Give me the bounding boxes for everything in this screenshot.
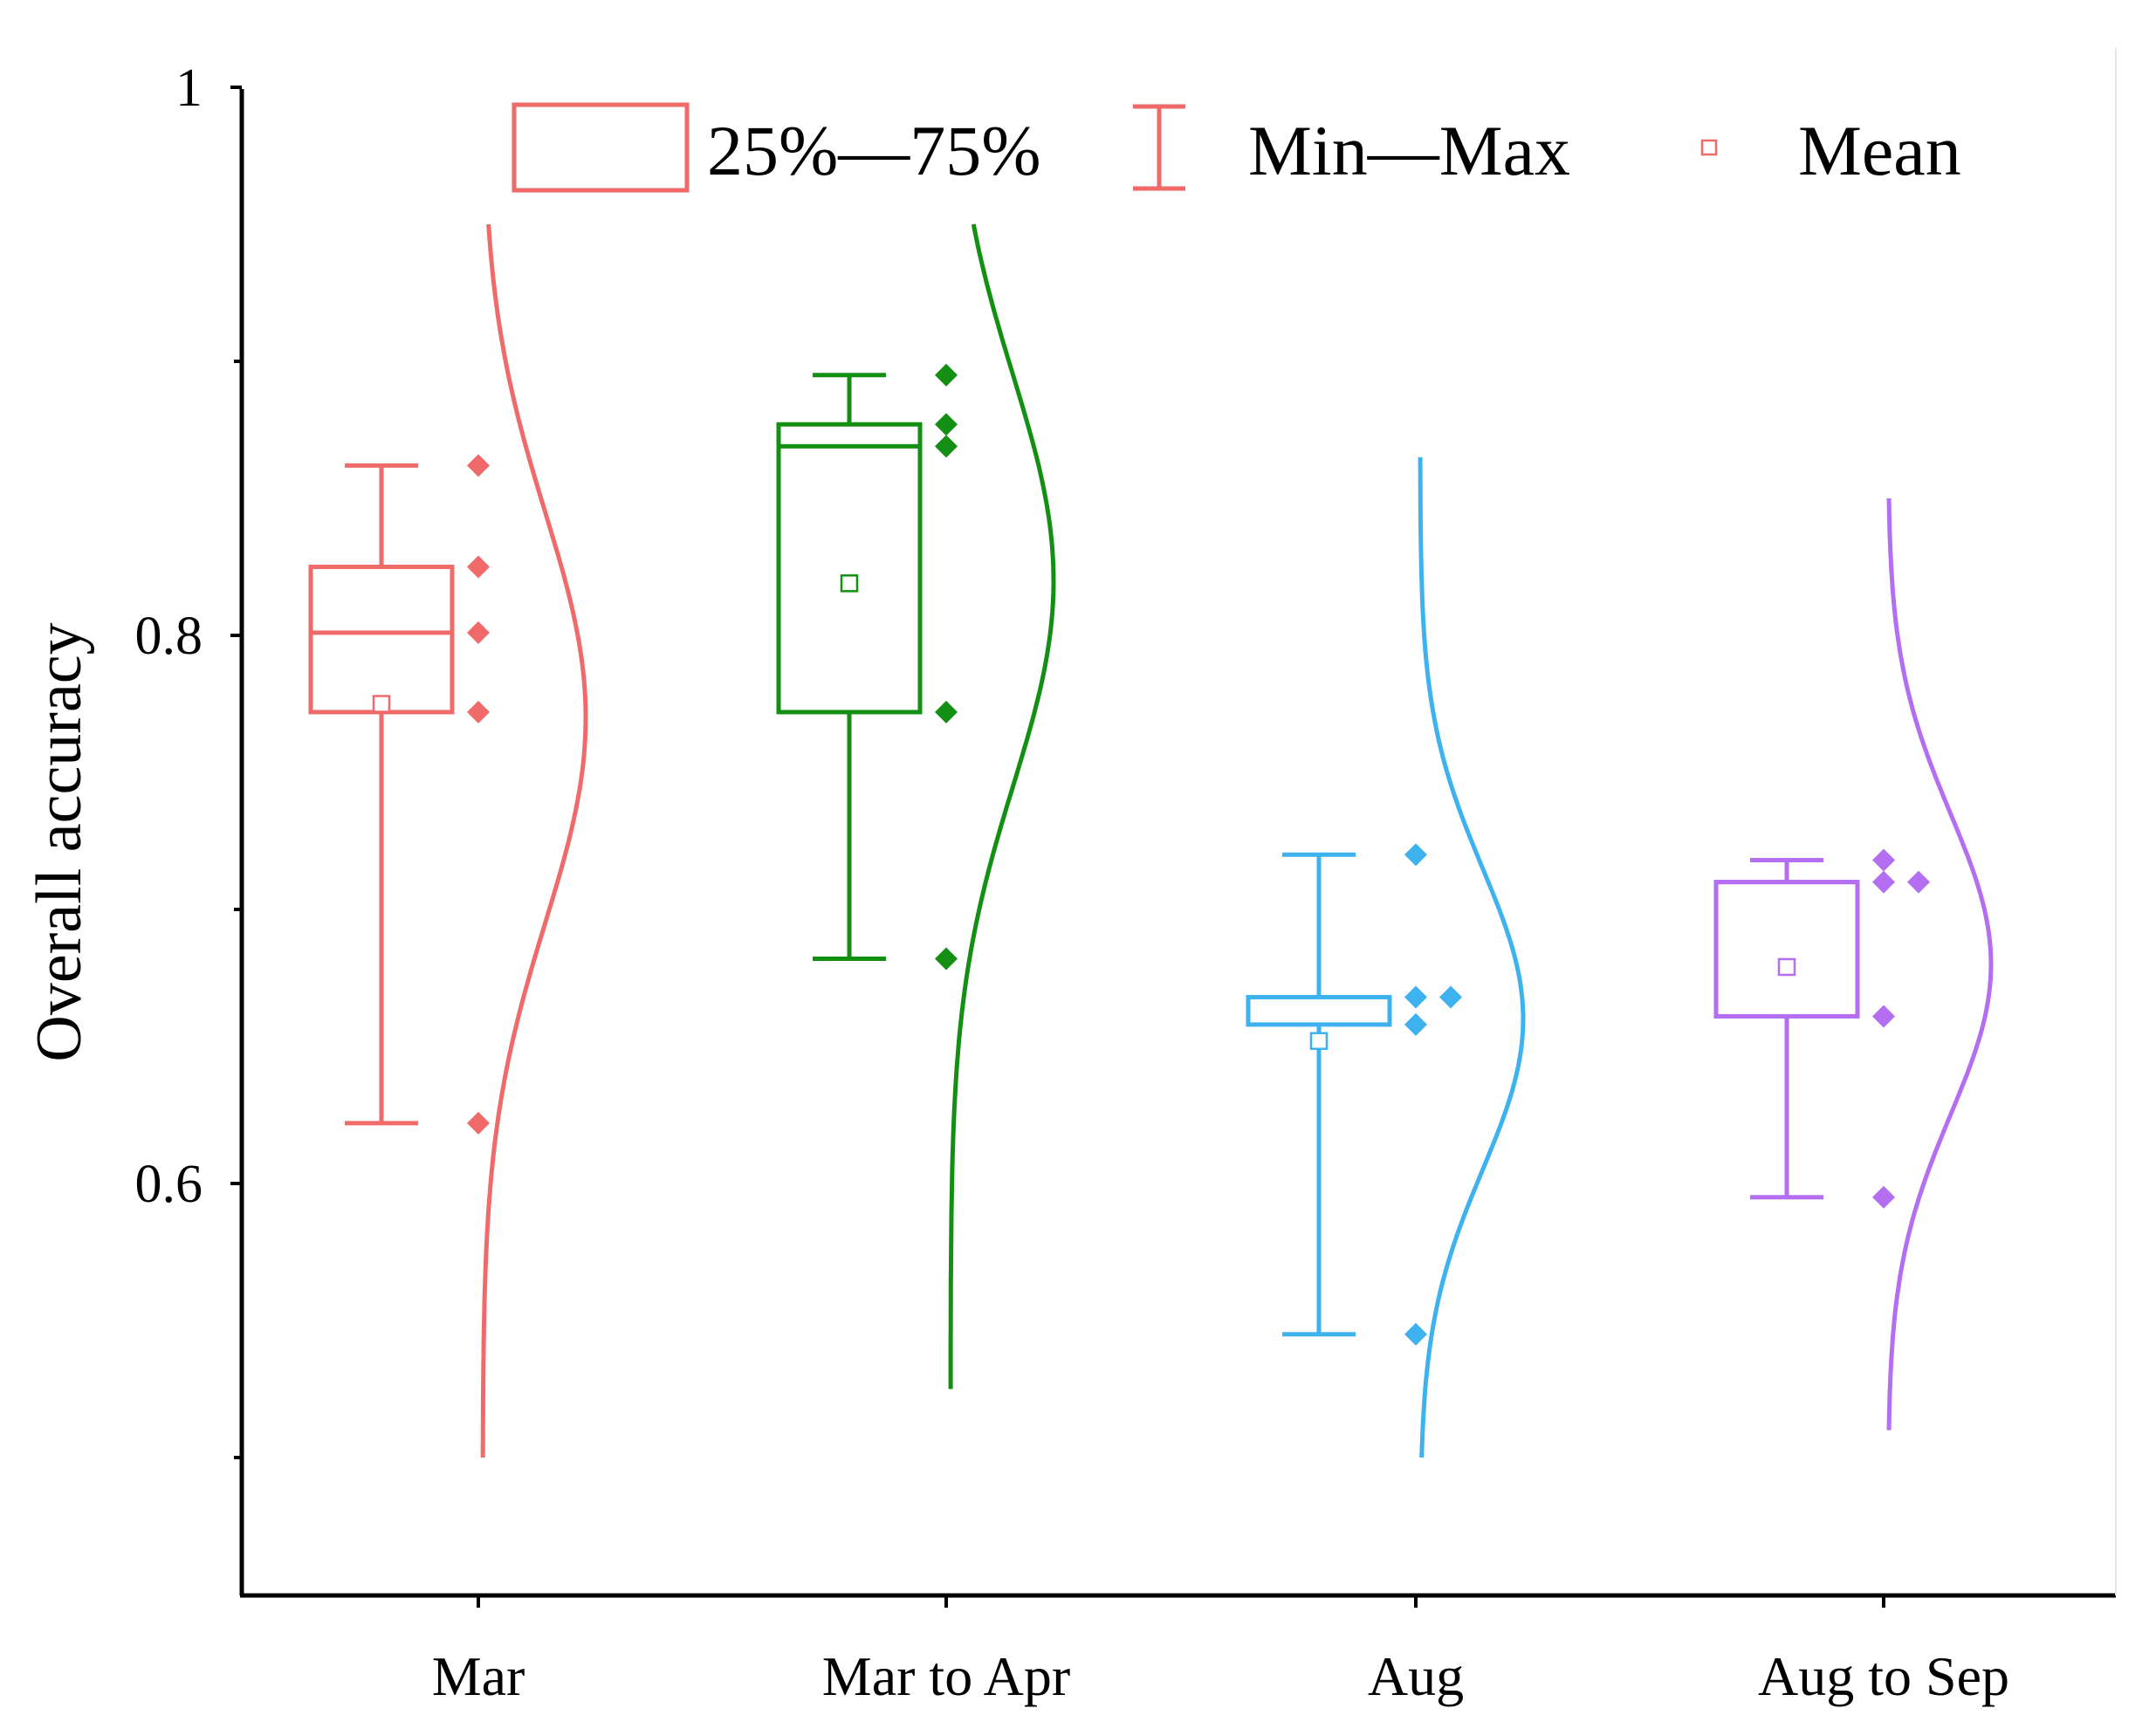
data-point [1439, 985, 1462, 1009]
legend: 25%—75% Min—Max Mean [512, 102, 1961, 193]
mean-marker [1777, 957, 1796, 977]
data-point [1404, 1322, 1427, 1346]
box-iqr [1713, 880, 1860, 1019]
legend-label-mean: Mean [1798, 111, 1961, 190]
data-point [1872, 1185, 1895, 1209]
series-mar [308, 223, 588, 1458]
y-tick-label: 1 [175, 58, 203, 118]
data-point [935, 947, 958, 971]
y-ticks: 1 0.8 0.6 [135, 58, 242, 1459]
data-point [1404, 1012, 1427, 1036]
data-point [1872, 1005, 1895, 1028]
data-point [467, 454, 490, 477]
legend-mean-swatch [1700, 139, 1718, 156]
box-iqr [308, 565, 455, 715]
density-curve [1886, 497, 1994, 1430]
data-point [467, 621, 490, 644]
legend-box-swatch [512, 102, 690, 193]
y-tick-label: 0.8 [135, 607, 203, 666]
box-iqr [1246, 994, 1392, 1027]
data-point [935, 413, 958, 436]
density-curve [480, 223, 588, 1458]
box-iqr [776, 422, 923, 715]
y-tick-label: 0.6 [135, 1155, 203, 1214]
data-point [1404, 985, 1427, 1009]
mean-marker [1309, 1032, 1329, 1050]
data-point [467, 1111, 490, 1135]
series-aug-to-sep [1713, 497, 1994, 1430]
data-point [467, 700, 490, 724]
data-point [1872, 848, 1895, 872]
legend-label-minmax: Min—Max [1248, 111, 1570, 190]
data-point [935, 700, 958, 724]
series-aug [1246, 456, 1526, 1458]
x-category-label: Mar [432, 1645, 525, 1707]
x-category-label: Aug [1368, 1645, 1464, 1707]
legend-label-iqr: 25%—75% [707, 111, 1041, 190]
data-point [1907, 870, 1930, 894]
density-curve [948, 223, 1056, 1389]
x-category-label: Mar to Apr [822, 1645, 1070, 1707]
y-axis-title: Overall accuracy [24, 622, 95, 1061]
data-point [935, 435, 958, 458]
density-curve [1418, 456, 1526, 1458]
data-point [935, 363, 958, 387]
legend-whisker-swatch [1133, 104, 1185, 191]
data-point [1404, 843, 1427, 867]
x-category-label: Aug to Sep [1758, 1645, 2009, 1707]
series-mar-to-apr [776, 223, 1056, 1389]
plot-area [308, 223, 1994, 1458]
mean-marker [372, 695, 391, 713]
mean-marker [840, 574, 859, 593]
data-point [1872, 870, 1895, 894]
data-point [467, 555, 490, 579]
x-ticks: Mar Mar to Apr Aug Aug to Sep [432, 1595, 2009, 1707]
